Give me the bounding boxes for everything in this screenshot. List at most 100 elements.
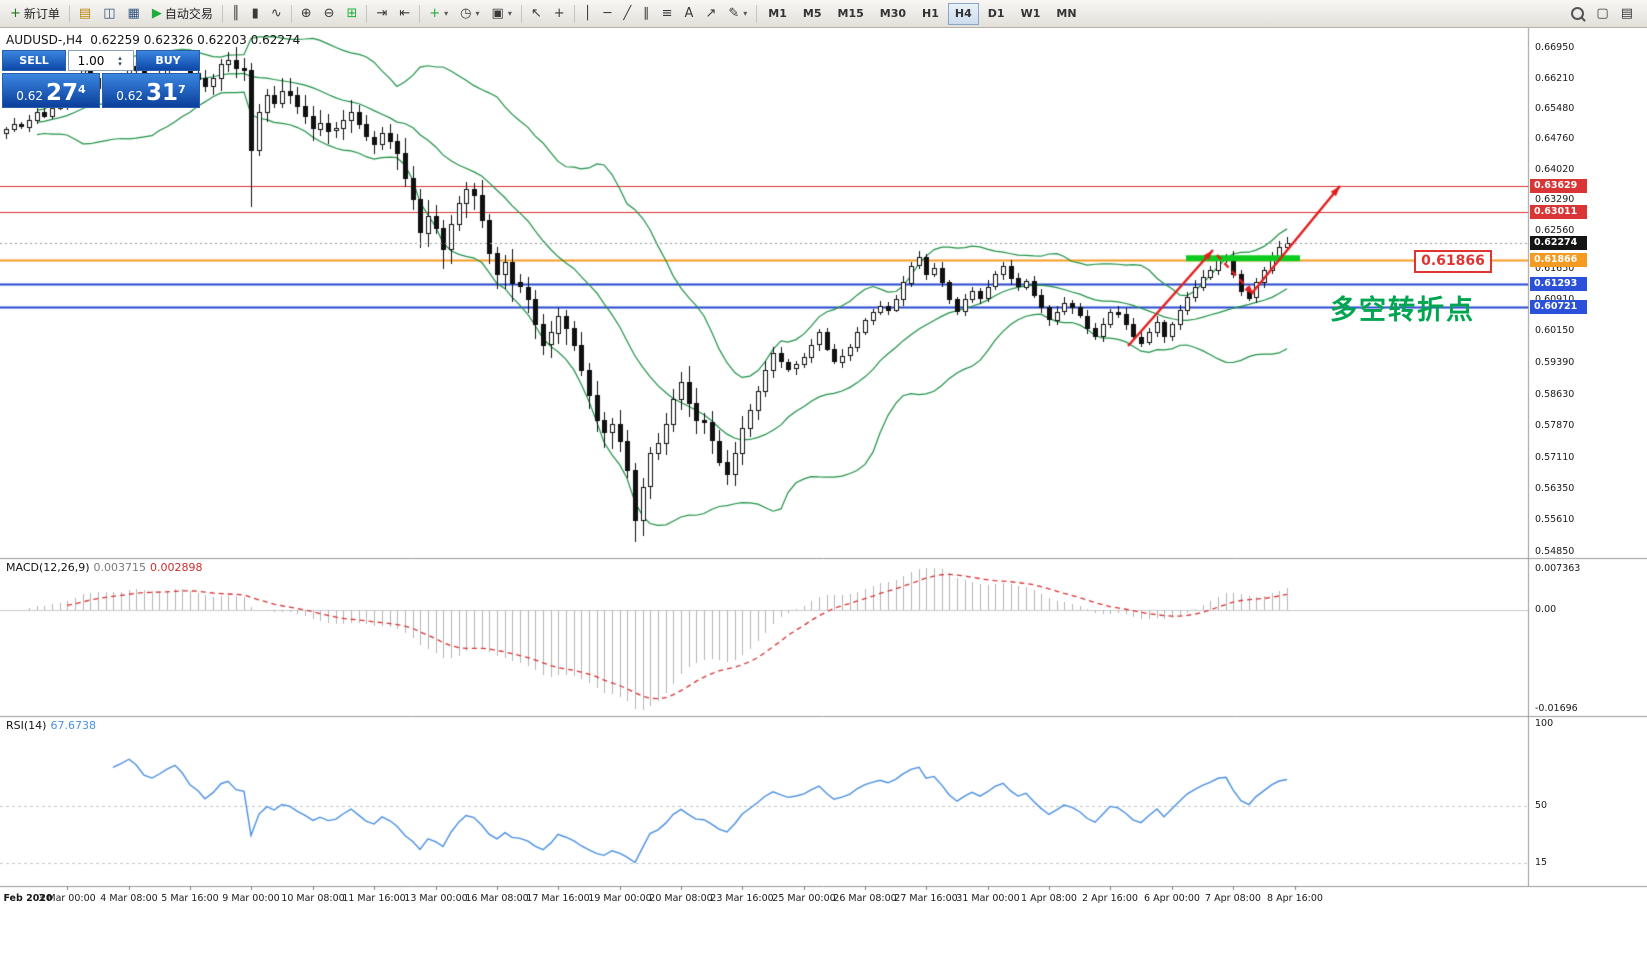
auto-scroll-icon: ⇥ — [376, 6, 388, 21]
timeframe-m30-button[interactable]: M30 — [873, 3, 913, 25]
indicator-axis-label: 0.00 — [1535, 603, 1557, 615]
autotrading-button[interactable]: ▶ 自动交易 — [147, 3, 218, 25]
time-axis[interactable]: Feb 2020 3 Mar 00:00 4 Mar 08:00 5 Mar 16:0… — [0, 886, 1530, 914]
candlestick-chart-button[interactable]: ▮ — [247, 3, 264, 25]
timeframe-m5-button[interactable]: M5 — [796, 3, 829, 25]
chevron-down-icon: ▾ — [444, 9, 449, 18]
toolbar-separator — [520, 4, 522, 23]
timeframe-w1-button[interactable]: W1 — [1014, 3, 1048, 25]
pane-separator[interactable] — [0, 555, 1647, 560]
zoom-in-button[interactable]: ⊕ — [296, 3, 317, 25]
text-button[interactable]: A — [680, 3, 699, 25]
new-window-icon: ▢ — [1596, 6, 1609, 21]
arrow-object-button[interactable]: ↗ — [700, 3, 721, 25]
toolbar-separator — [573, 4, 575, 23]
templates-icon: ▣ — [491, 6, 504, 21]
price-axis-label: 0.54850 — [1535, 545, 1575, 557]
price-axis-label: 0.63290 — [1535, 194, 1575, 206]
chevron-down-icon: ▾ — [475, 9, 480, 18]
macd-indicator-label: MACD(12,26,9) 0.003715 0.002898 — [6, 561, 203, 574]
timeframe-m1-button[interactable]: M1 — [761, 3, 794, 25]
market-watch-button[interactable]: ▤ — [74, 3, 96, 25]
timeframe-m15-button[interactable]: M15 — [831, 3, 871, 25]
new-order-button[interactable]: + 新订单 — [5, 3, 65, 25]
toolbar-separator — [366, 4, 368, 23]
price-axis-label: 0.57110 — [1535, 451, 1575, 463]
pivot-annotation-text[interactable]: 多空转折点 — [1330, 295, 1475, 326]
sell-button[interactable]: SELL — [2, 50, 66, 71]
volume-up-button[interactable]: ▴ — [118, 53, 122, 62]
price-tag: 0.61866 — [1530, 252, 1587, 267]
cursor-icon: ↖ — [530, 6, 542, 21]
auto-scroll-button[interactable]: ⇥ — [371, 3, 392, 25]
autotrading-button-label: 自动交易 — [164, 7, 213, 21]
indicator-axis-label: 0.007363 — [1535, 563, 1581, 574]
time-axis-label: Feb 2020 — [3, 893, 53, 904]
templates-button[interactable]: ▣ ▾ — [487, 3, 517, 25]
indicator-axis-label: 50 — [1535, 799, 1548, 811]
price-axis-label: 0.56350 — [1535, 483, 1575, 495]
new-window-button[interactable]: ▢ — [1591, 3, 1613, 25]
candlestick-chart-icon: ▮ — [251, 6, 259, 21]
toolbar: + 新订单 ▤ ◫ ▦ ▶ 自动交易 ║ ▮ ∿ ⊕ ⊖ ⊞ ⇥ ⇤ + ▾ ◷ ▾ ▣ ▾ ↖ + │ ─ ╱ ∥ ≡ A ↗ ✎ ▾ M1 M… — [0, 0, 1647, 28]
periods-button[interactable]: ◷ ▾ — [455, 3, 484, 25]
search-button[interactable] — [1566, 3, 1589, 25]
zoom-out-button[interactable]: ⊖ — [319, 3, 340, 25]
new-order-button-label: 新订单 — [23, 7, 60, 21]
terminal-button[interactable]: ▦ — [123, 3, 145, 25]
toolbar-separator — [756, 4, 758, 23]
buy-button[interactable]: BUY — [136, 50, 200, 71]
line-chart-button[interactable]: ∿ — [266, 3, 287, 25]
time-axis-label: 23 Mar 16:00 — [710, 893, 774, 904]
price-axis[interactable]: 0.66950 0.66210 0.65480 0.64760 0.64020 0.632… — [1530, 28, 1647, 888]
bar-chart-button[interactable]: ║ — [227, 3, 245, 25]
time-axis-label: 16 Mar 08:00 — [465, 893, 529, 904]
time-axis-label: 17 Mar 16:00 — [526, 893, 590, 904]
time-axis-label: 27 Mar 16:00 — [894, 893, 958, 904]
chart-shift-button[interactable]: ⇤ — [394, 3, 415, 25]
timeframe-h1-button[interactable]: H1 — [915, 3, 946, 25]
price-axis-label: 0.55610 — [1535, 514, 1575, 526]
fibonacci-button[interactable]: ≡ — [657, 3, 678, 25]
time-axis-label: 31 Mar 00:00 — [956, 893, 1020, 904]
text-icon: A — [684, 6, 694, 21]
cursor-button[interactable]: ↖ — [526, 3, 547, 25]
indicators-button[interactable]: + ▾ — [424, 3, 453, 25]
price-axis-label: 0.61650 — [1535, 262, 1575, 274]
navigator-button[interactable]: ◫ — [98, 3, 120, 25]
tile-windows-button[interactable]: ⊞ — [342, 3, 363, 25]
trendline-icon: ╱ — [623, 6, 632, 21]
channel-button[interactable]: ∥ — [638, 3, 655, 25]
vertical-line-icon: │ — [583, 6, 592, 21]
price-level-annotation[interactable]: 0.61866 — [1414, 250, 1492, 273]
chart-canvas[interactable] — [0, 28, 1647, 954]
price-axis-label: 0.60150 — [1535, 325, 1575, 337]
vertical-line-button[interactable]: │ — [579, 3, 597, 25]
indicator-axis-label: -0.01696 — [1535, 703, 1578, 714]
drawing-tools-button[interactable]: ✎ ▾ — [723, 3, 752, 25]
fibonacci-icon: ≡ — [661, 6, 673, 21]
timeframe-d1-button[interactable]: D1 — [981, 3, 1012, 25]
trendline-button[interactable]: ╱ — [618, 3, 636, 25]
time-axis-label: 3 Mar 00:00 — [38, 893, 96, 904]
volume-down-button[interactable]: ▾ — [118, 59, 122, 68]
search-icon — [1571, 7, 1585, 20]
time-axis-label: 13 Mar 00:00 — [404, 893, 468, 904]
time-axis-label: 20 Mar 08:00 — [649, 893, 713, 904]
autotrading-icon: ▶ — [151, 6, 162, 21]
volume-input[interactable] — [69, 53, 113, 68]
sell-price-display[interactable]: 0.62 27 4 — [2, 73, 100, 108]
indicator-axis-label: 15 — [1535, 856, 1548, 868]
volume-stepper[interactable]: ▴ ▾ — [68, 50, 134, 71]
time-axis-label: 25 Mar 00:00 — [772, 893, 836, 904]
price-tag: 0.63011 — [1530, 205, 1587, 220]
print-button[interactable]: ▤ — [1616, 3, 1638, 25]
pane-separator[interactable] — [0, 713, 1647, 718]
crosshair-button[interactable]: + — [549, 3, 570, 25]
pane-separator[interactable] — [0, 883, 1647, 888]
buy-price-display[interactable]: 0.62 31 7 — [102, 73, 200, 108]
horizontal-line-button[interactable]: ─ — [598, 3, 616, 25]
timeframe-mn-button[interactable]: MN — [1049, 3, 1083, 25]
price-tag: 0.60721 — [1530, 300, 1587, 315]
timeframe-h4-button[interactable]: H4 — [947, 2, 979, 25]
